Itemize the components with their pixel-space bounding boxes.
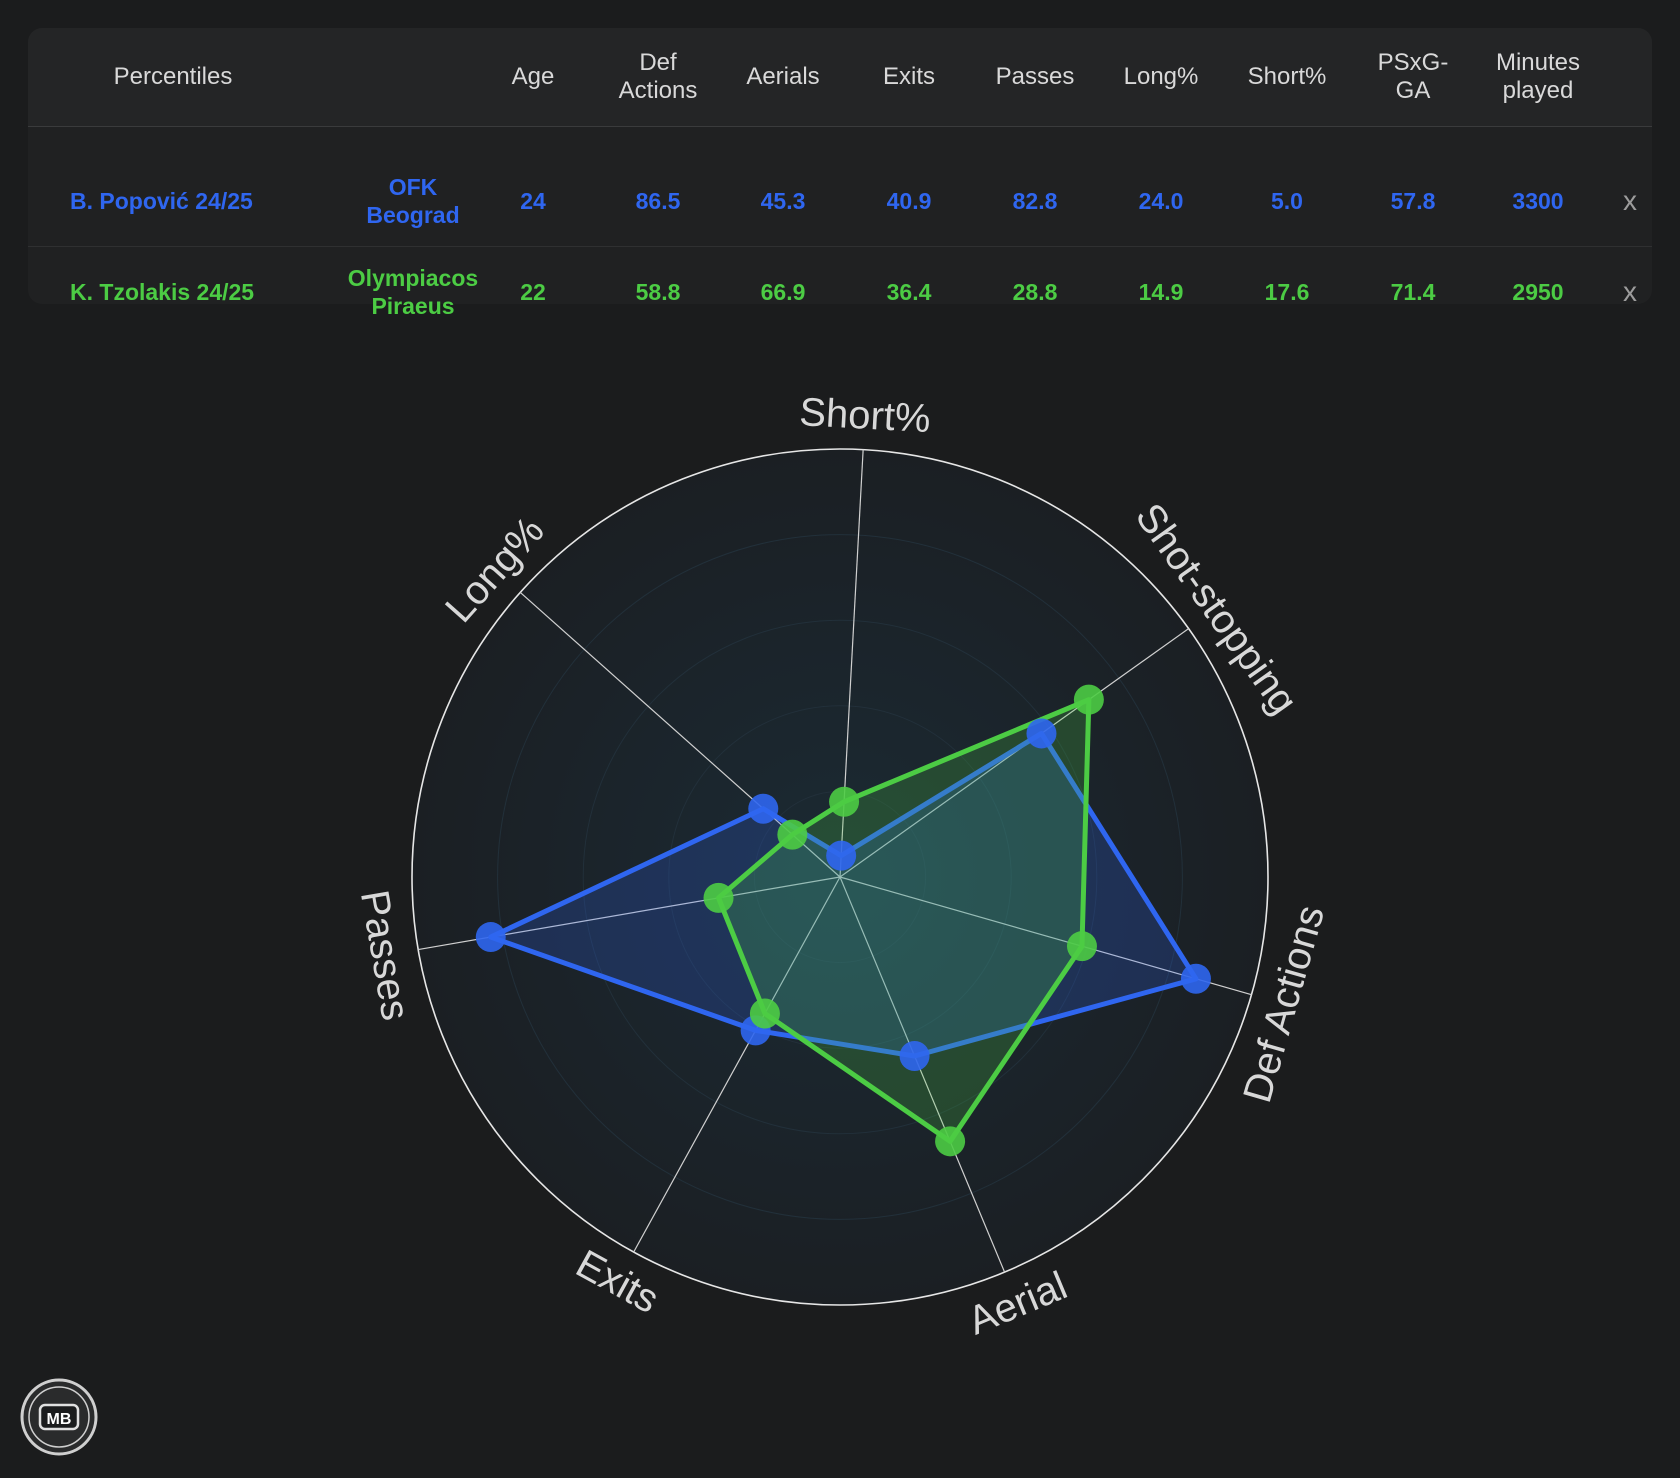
radar-point xyxy=(703,882,734,913)
header-psxg-ga: PSxG- GA xyxy=(1358,28,1468,126)
radar-outer-ring xyxy=(411,448,1269,1306)
remove-player-button[interactable]: x xyxy=(1623,184,1637,216)
radar-axis-label: Passes xyxy=(352,887,418,1024)
radar-point xyxy=(475,922,506,953)
radar-point xyxy=(1026,718,1057,749)
cell-exits: 40.9 xyxy=(886,187,932,214)
radar-point xyxy=(1180,963,1211,994)
remove-player-button[interactable]: x xyxy=(1623,275,1637,307)
cell-def-actions: 58.8 xyxy=(635,278,681,305)
table-row: B. Popović 24/25 OFK Beograd 24 86.5 45.3… xyxy=(28,155,1652,247)
radar-point xyxy=(748,793,779,824)
comparison-table: Percentiles Age Def Actions Aerials Exits… xyxy=(28,28,1652,319)
header-def-line1: Def xyxy=(639,49,677,76)
cell-def-actions: 86.5 xyxy=(635,187,681,214)
radar-spoke xyxy=(633,876,841,1253)
mb-logo: MB xyxy=(20,1378,98,1456)
header-def-line2: Actions xyxy=(618,77,698,104)
radar-axis-label: Short% xyxy=(798,390,931,441)
cell-exits: 36.4 xyxy=(886,278,932,305)
cell-long: 14.9 xyxy=(1138,278,1184,305)
club-name: Olympiacos Piraeus xyxy=(318,246,508,337)
club-line2: Beograd xyxy=(366,201,460,228)
header-psxg-line1: PSxG- xyxy=(1377,49,1449,76)
cell-long: 24.0 xyxy=(1138,187,1184,214)
cell-minutes: 2950 xyxy=(1512,278,1564,305)
table-header: Percentiles Age Def Actions Aerials Exits… xyxy=(28,28,1652,127)
header-exits-line1: Exits xyxy=(882,63,935,90)
radar-point xyxy=(826,840,857,871)
cell-psxg-ga: 57.8 xyxy=(1390,187,1436,214)
header-psxg-line2: GA xyxy=(1395,77,1431,104)
cell-passes: 82.8 xyxy=(1012,187,1058,214)
header-age-line1: Age xyxy=(511,63,555,90)
header-passes-line1: Passes xyxy=(995,63,1075,90)
header-minutes-line2: played xyxy=(1502,77,1574,104)
cell-short: 5.0 xyxy=(1271,187,1303,214)
header-aerials: Aerials xyxy=(728,28,838,126)
radar-ring xyxy=(582,619,1098,1135)
cell-aerials: 45.3 xyxy=(760,187,806,214)
header-long: Long% xyxy=(1106,28,1216,126)
header-aerials-line1: Aerials xyxy=(746,63,820,90)
cell-age: 22 xyxy=(520,278,546,305)
radar-point xyxy=(1073,684,1104,715)
radar-series-area xyxy=(716,697,1092,1144)
header-percentiles: Percentiles xyxy=(28,28,318,126)
radar-point xyxy=(749,998,780,1029)
header-passes: Passes xyxy=(980,28,1090,126)
cell-aerials: 66.9 xyxy=(760,278,806,305)
radar-series-area xyxy=(488,730,1199,1059)
header-long-line1: Long% xyxy=(1123,63,1199,90)
radar-point xyxy=(777,819,808,850)
club-line2: Piraeus xyxy=(371,292,455,319)
cell-passes: 28.8 xyxy=(1012,278,1058,305)
radar-ring xyxy=(497,534,1183,1220)
player-name: B. Popović 24/25 xyxy=(70,187,253,214)
radar-point xyxy=(829,786,860,817)
player-name: K. Tzolakis 24/25 xyxy=(70,278,255,305)
logo-text: MB xyxy=(47,1411,72,1428)
radar-point xyxy=(899,1040,930,1071)
cell-psxg-ga: 71.4 xyxy=(1390,278,1436,305)
header-percentiles-label: Percentiles xyxy=(113,63,233,90)
header-def-actions: Def Actions xyxy=(603,28,713,126)
header-short: Short% xyxy=(1232,28,1342,126)
header-exits: Exits xyxy=(854,28,964,126)
header-short-line1: Short% xyxy=(1247,63,1327,90)
radar-spoke xyxy=(839,876,1006,1273)
cell-minutes: 3300 xyxy=(1512,187,1564,214)
header-age: Age xyxy=(478,28,588,126)
table-row: K. Tzolakis 24/25 Olympiacos Piraeus 22 5… xyxy=(28,246,1652,337)
club-line1: Olympiacos xyxy=(347,264,479,291)
radar-point xyxy=(1066,931,1097,962)
cell-short: 17.6 xyxy=(1264,278,1310,305)
club-name: OFK Beograd xyxy=(318,155,508,246)
header-minutes-played: Minutes played xyxy=(1483,28,1593,126)
club-line1: OFK xyxy=(388,173,438,200)
header-minutes-line1: Minutes xyxy=(1495,49,1581,76)
radar-point xyxy=(935,1126,966,1157)
cell-age: 24 xyxy=(520,187,546,214)
radar-ring xyxy=(668,705,1012,1049)
